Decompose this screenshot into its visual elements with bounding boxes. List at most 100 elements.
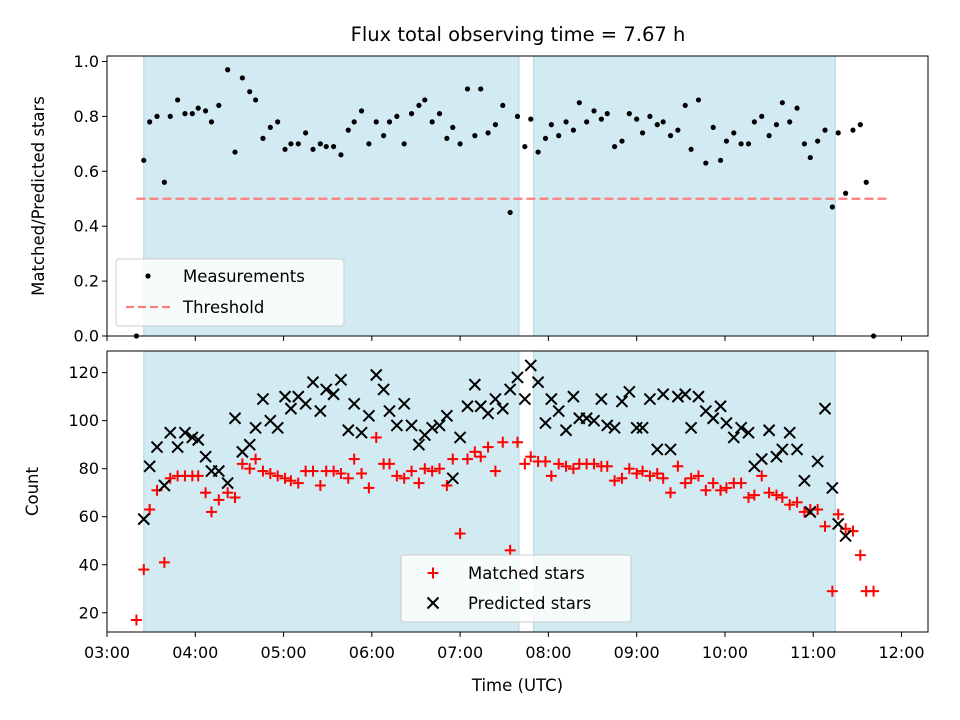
- predicted-point: [755, 452, 768, 466]
- measurement-point: [161, 179, 167, 185]
- bottom-y-axis-label: Count: [23, 466, 42, 516]
- predicted-point: [481, 407, 495, 420]
- measurement-point: [682, 102, 688, 109]
- cross-b: [271, 421, 284, 435]
- matched-point: [398, 472, 410, 484]
- predicted-point: [714, 400, 727, 413]
- predicted-point: [818, 402, 832, 415]
- matched-point: [644, 470, 656, 482]
- bottom-axes-frame: [106, 350, 929, 633]
- matched-point: [735, 477, 747, 489]
- cross-b: [446, 472, 459, 485]
- y-tick-label: 0.2: [74, 272, 99, 291]
- measurement-point: [528, 116, 534, 122]
- measurement-point: [351, 119, 357, 125]
- predicted-point: [433, 419, 446, 432]
- measurement-point: [310, 146, 316, 152]
- measurement-point: [688, 146, 694, 152]
- measurement-point: [253, 97, 259, 103]
- cross-b: [405, 419, 418, 432]
- matched-point: [328, 465, 340, 477]
- cross-b: [137, 512, 150, 526]
- matched-point: [720, 482, 732, 494]
- cross-b: [243, 438, 256, 451]
- predicted-point: [278, 390, 292, 403]
- top-legend-box: [115, 258, 345, 327]
- cross-b: [567, 390, 580, 403]
- matched-point: [279, 472, 291, 484]
- legend-cross: [426, 596, 440, 610]
- measurement-point: [759, 113, 765, 119]
- matched-point: [335, 467, 347, 479]
- predicted-point: [587, 414, 601, 427]
- predicted-point: [461, 400, 474, 413]
- measurement-point: [472, 133, 478, 139]
- predicted-point: [804, 505, 817, 519]
- cross-b: [539, 416, 552, 430]
- cross-b: [278, 390, 292, 403]
- cross-b: [383, 404, 396, 418]
- cross-b: [228, 412, 242, 425]
- measurement-point: [202, 108, 209, 114]
- measurement-point: [500, 102, 506, 109]
- cross-b: [630, 421, 643, 435]
- predicted-point: [398, 397, 411, 411]
- bottom-legend-box: [400, 554, 632, 623]
- matched-point: [588, 458, 600, 470]
- measurement-point: [863, 179, 869, 185]
- measurement-point: [675, 127, 681, 133]
- matched-point: [545, 470, 557, 482]
- measurement-point: [576, 100, 582, 106]
- cross-b: [552, 404, 565, 418]
- y-tick-label: 20: [79, 603, 99, 622]
- matched-point: [819, 520, 831, 532]
- matched-point: [567, 463, 579, 475]
- predicted-point: [798, 474, 811, 487]
- cross-b: [832, 517, 845, 531]
- predicted-point: [327, 388, 340, 401]
- x-tick-label: 08:00: [525, 643, 571, 662]
- cross-b: [453, 431, 467, 444]
- measurement-point: [408, 111, 415, 117]
- matched-point: [307, 465, 319, 477]
- measurement-point: [570, 127, 577, 133]
- predicted-point: [811, 455, 824, 468]
- predicted-point: [742, 426, 755, 439]
- cross-b: [347, 397, 361, 411]
- x-tick-label: 10:00: [702, 643, 748, 662]
- measurement-point: [303, 130, 309, 136]
- matched-point: [363, 482, 375, 494]
- predicted-point: [256, 392, 270, 406]
- measurement-point: [444, 135, 450, 141]
- matched-point: [489, 465, 501, 477]
- bottom-legend: Matched stars Predicted stars: [400, 554, 632, 623]
- measurement-point: [850, 127, 856, 133]
- matched-point: [419, 463, 431, 475]
- y-tick-label: 0.4: [74, 217, 99, 236]
- matched-point: [192, 470, 204, 482]
- cross-b: [433, 419, 446, 432]
- cross-b: [461, 400, 474, 413]
- x-tick-label: 12:00: [878, 643, 924, 662]
- matched-point: [138, 564, 150, 576]
- matched-point: [791, 496, 803, 508]
- predicted-point: [314, 404, 327, 418]
- cross-b: [692, 390, 705, 403]
- cross-b: [699, 404, 713, 418]
- measurement-point: [843, 190, 849, 196]
- measurement-point: [695, 97, 702, 103]
- measurement-point: [189, 111, 195, 117]
- matched-point: [784, 499, 796, 511]
- matched-point: [560, 460, 572, 472]
- matched-star-points: [130, 431, 880, 626]
- measurement-point: [366, 141, 372, 147]
- matched-point: [657, 472, 669, 484]
- measurement-point: [542, 135, 549, 141]
- measurement-point: [147, 119, 153, 125]
- matched-point: [236, 458, 248, 470]
- matched-point: [631, 467, 643, 479]
- cross-b: [790, 443, 804, 456]
- y-tick-label: 120: [68, 363, 99, 382]
- measurement-point: [386, 119, 393, 125]
- predicted-point: [734, 421, 748, 435]
